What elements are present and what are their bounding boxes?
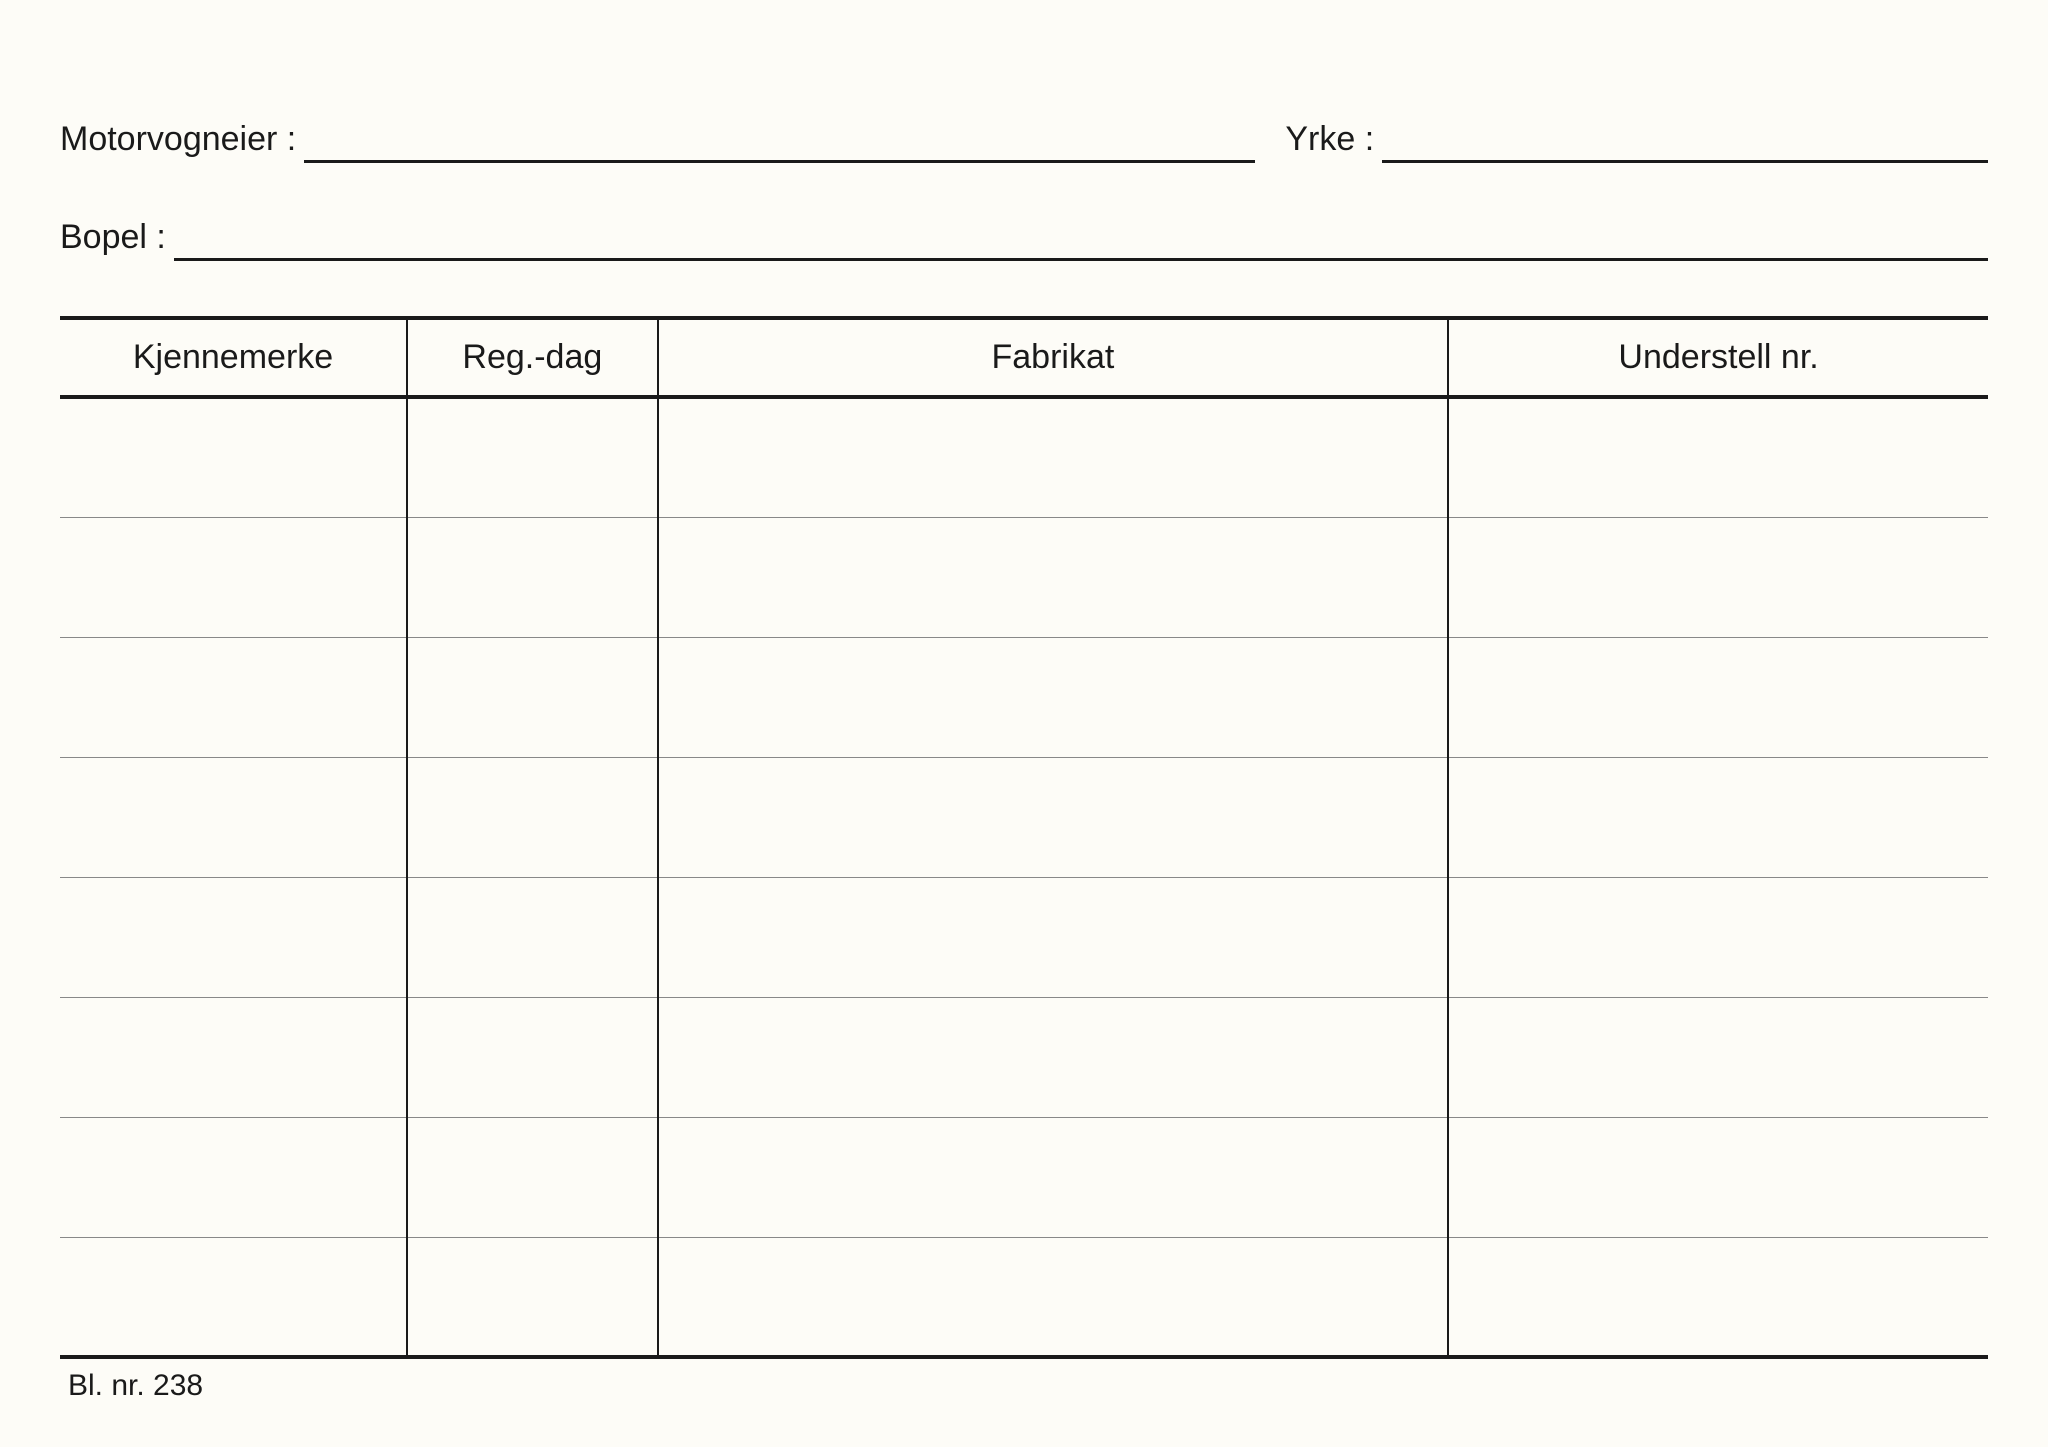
table-row — [60, 397, 1988, 517]
address-label: Bopel : — [60, 218, 166, 261]
cell-understell[interactable] — [1448, 877, 1988, 997]
col-header-understell: Understell nr. — [1448, 318, 1988, 397]
field-row-top: Motorvogneier : Yrke : — [60, 120, 1988, 163]
table-row — [60, 517, 1988, 637]
owner-field-group: Motorvogneier : — [60, 120, 1255, 163]
col-header-kjennemerke: Kjennemerke — [60, 318, 407, 397]
cell-understell[interactable] — [1448, 1117, 1988, 1237]
address-field-group: Bopel : — [60, 218, 1988, 261]
table-row — [60, 1117, 1988, 1237]
cell-understell[interactable] — [1448, 637, 1988, 757]
vehicle-table: Kjennemerke Reg.-dag Fabrikat Understell… — [60, 316, 1988, 1359]
table-row — [60, 757, 1988, 877]
profession-label: Yrke : — [1285, 120, 1374, 163]
cell-kjennemerke[interactable] — [60, 997, 407, 1117]
cell-regdag[interactable] — [407, 637, 658, 757]
col-header-regdag: Reg.-dag — [407, 318, 658, 397]
cell-kjennemerke[interactable] — [60, 757, 407, 877]
cell-fabrikat[interactable] — [658, 877, 1448, 997]
cell-understell[interactable] — [1448, 1237, 1988, 1357]
cell-understell[interactable] — [1448, 757, 1988, 877]
table-row — [60, 877, 1988, 997]
table-row — [60, 997, 1988, 1117]
cell-fabrikat[interactable] — [658, 517, 1448, 637]
cell-regdag[interactable] — [407, 397, 658, 517]
cell-fabrikat[interactable] — [658, 397, 1448, 517]
form-number: Bl. nr. 238 — [60, 1359, 1988, 1403]
table-row — [60, 637, 1988, 757]
cell-fabrikat[interactable] — [658, 997, 1448, 1117]
cell-kjennemerke[interactable] — [60, 637, 407, 757]
cell-kjennemerke[interactable] — [60, 1237, 407, 1357]
address-input-line[interactable] — [174, 227, 1988, 261]
cell-regdag[interactable] — [407, 997, 658, 1117]
profession-input-line[interactable] — [1382, 129, 1988, 163]
cell-regdag[interactable] — [407, 877, 658, 997]
owner-input-line[interactable] — [304, 129, 1255, 163]
field-row-address: Bopel : — [60, 218, 1988, 261]
cell-understell[interactable] — [1448, 997, 1988, 1117]
cell-understell[interactable] — [1448, 397, 1988, 517]
cell-kjennemerke[interactable] — [60, 397, 407, 517]
cell-regdag[interactable] — [407, 517, 658, 637]
cell-regdag[interactable] — [407, 1117, 658, 1237]
cell-regdag[interactable] — [407, 1237, 658, 1357]
cell-understell[interactable] — [1448, 517, 1988, 637]
cell-fabrikat[interactable] — [658, 1117, 1448, 1237]
table-row — [60, 1237, 1988, 1357]
owner-label: Motorvogneier : — [60, 120, 296, 163]
cell-fabrikat[interactable] — [658, 637, 1448, 757]
cell-regdag[interactable] — [407, 757, 658, 877]
vehicle-table-wrapper: Kjennemerke Reg.-dag Fabrikat Understell… — [60, 316, 1988, 1359]
cell-fabrikat[interactable] — [658, 1237, 1448, 1357]
form-fields: Motorvogneier : Yrke : Bopel : — [60, 120, 1988, 261]
cell-kjennemerke[interactable] — [60, 1117, 407, 1237]
table-header-row: Kjennemerke Reg.-dag Fabrikat Understell… — [60, 318, 1988, 397]
col-header-fabrikat: Fabrikat — [658, 318, 1448, 397]
cell-kjennemerke[interactable] — [60, 877, 407, 997]
cell-kjennemerke[interactable] — [60, 517, 407, 637]
profession-field-group: Yrke : — [1285, 120, 1988, 163]
cell-fabrikat[interactable] — [658, 757, 1448, 877]
